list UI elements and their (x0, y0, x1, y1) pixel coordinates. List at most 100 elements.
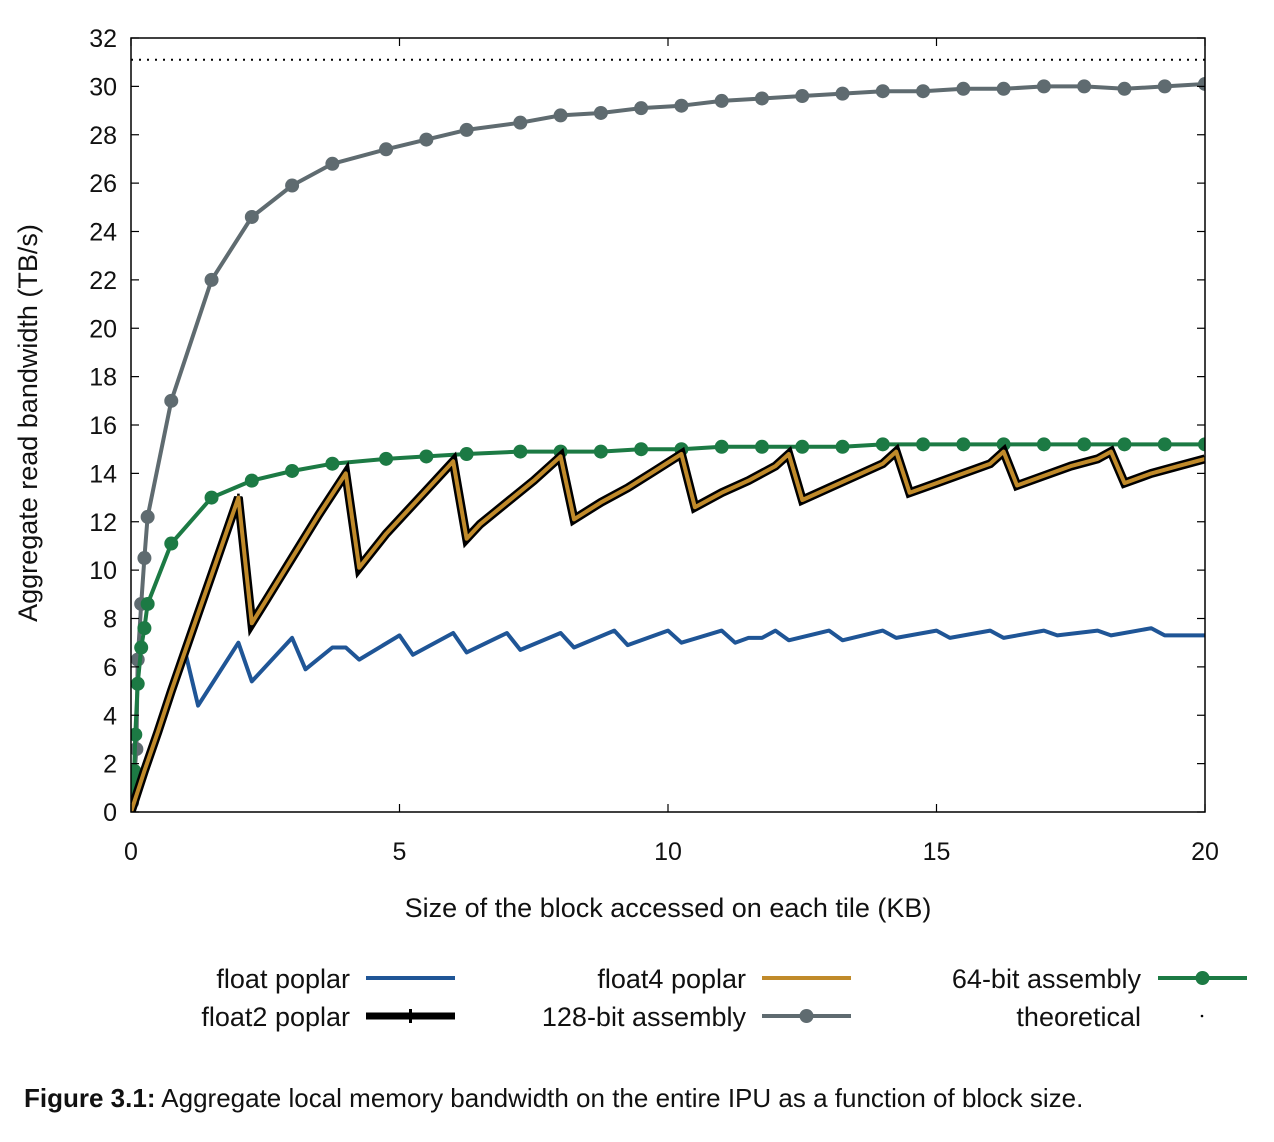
series-float-poplar (131, 626, 1205, 812)
data-point (379, 451, 394, 466)
legend-label: 64-bit assembly (952, 964, 1142, 994)
data-point (996, 437, 1011, 452)
data-point (137, 621, 152, 636)
legend-label: theoretical (1016, 1002, 1141, 1032)
legend-label: float poplar (216, 964, 350, 994)
data-point (325, 156, 340, 171)
y-tick-label: 28 (89, 122, 117, 150)
data-point (835, 439, 850, 454)
data-point (795, 439, 810, 454)
data-point (419, 449, 434, 464)
y-tick-label: 8 (103, 606, 117, 634)
series-line-64-bit-assembly (131, 442, 1205, 812)
x-axis-label: Size of the block accessed on each tile … (405, 893, 932, 923)
data-point (244, 473, 259, 488)
y-tick-label: 30 (89, 73, 117, 101)
series-128-bit-assembly (131, 76, 1205, 812)
data-point (754, 439, 769, 454)
x-tick-label: 15 (923, 838, 951, 866)
series-float4-poplar (131, 449, 1205, 812)
legend-swatch (1200, 1014, 1204, 1018)
data-point (379, 142, 394, 157)
data-point (419, 132, 434, 147)
data-point (875, 84, 890, 99)
legend-marker (1195, 971, 1210, 985)
x-tick-label: 10 (654, 838, 682, 866)
legend-marker (404, 1009, 417, 1023)
y-tick-label: 6 (103, 654, 117, 682)
y-tick-label: 0 (103, 799, 117, 827)
y-tick-label: 24 (89, 219, 117, 247)
data-point (714, 93, 729, 108)
y-tick-label: 2 (103, 751, 117, 779)
y-tick-label: 22 (89, 267, 117, 295)
series-line-float4-poplar (131, 449, 1205, 812)
data-point (131, 676, 145, 691)
data-point (140, 509, 155, 524)
data-point (513, 115, 528, 130)
series-line-float-poplar (131, 626, 1205, 812)
legend-entry-float-poplar: float poplar (216, 964, 455, 994)
caption-label: Figure 3.1: (24, 1083, 156, 1113)
y-tick-label: 18 (89, 364, 117, 392)
y-tick-label: 14 (89, 460, 117, 488)
y-tick-label: 10 (89, 557, 117, 585)
data-point (1036, 79, 1051, 94)
data-point (137, 551, 152, 566)
x-tick-label: 0 (124, 838, 138, 866)
data-point (459, 447, 474, 462)
data-point (553, 108, 568, 123)
data-point (1077, 79, 1092, 94)
data-point (1157, 437, 1172, 452)
data-point (593, 444, 608, 459)
data-point (134, 640, 149, 655)
plot-frame (130, 37, 1206, 813)
data-point (164, 536, 179, 551)
data-point (956, 81, 971, 96)
data-point (204, 272, 219, 287)
data-point (140, 596, 155, 611)
data-point (916, 437, 931, 452)
data-point (131, 727, 143, 742)
data-point (593, 105, 608, 120)
y-tick-label: 26 (89, 170, 117, 198)
data-point (244, 209, 259, 224)
legend: float poplar float2 poplar float4 poplar 12… (201, 964, 1247, 1032)
data-point (513, 444, 528, 459)
caption-text: Aggregate local memory bandwidth on the … (155, 1083, 1084, 1113)
legend-entry-float2-poplar: float2 poplar (201, 1002, 455, 1032)
y-tick-label: 16 (89, 412, 117, 440)
data-point (754, 91, 769, 106)
y-axis-label: Aggregate read bandwidth (TB/s) (13, 224, 43, 622)
data-point (996, 81, 1011, 96)
legend-label: float4 poplar (597, 964, 746, 994)
data-point (285, 463, 300, 478)
data-point (1036, 437, 1051, 452)
y-tick-label: 20 (89, 315, 117, 343)
figure-caption: Figure 3.1: Aggregate local memory bandw… (24, 1083, 1264, 1114)
data-point (325, 456, 340, 471)
series-64-bit-assembly (131, 437, 1205, 812)
y-tick-label: 32 (89, 25, 117, 53)
legend-marker (799, 1009, 814, 1023)
data-point (204, 490, 219, 505)
data-point (916, 84, 931, 99)
data-point (714, 439, 729, 454)
legend-entry-128-bit-assembly: 128-bit assembly (542, 1002, 851, 1032)
data-point (956, 437, 971, 452)
y-tick-label: 4 (103, 702, 117, 730)
data-point (1157, 79, 1172, 94)
data-point (674, 98, 689, 113)
x-tick-label: 5 (393, 838, 407, 866)
series-layer (131, 58, 1205, 812)
data-point (285, 178, 300, 193)
data-point (875, 437, 890, 452)
legend-entry-theoretical: theoretical (1016, 1002, 1204, 1032)
legend-entry-float4-poplar: float4 poplar (597, 964, 851, 994)
x-tick-label: 20 (1191, 838, 1219, 866)
legend-entry-64-bit-assembly: 64-bit assembly (952, 964, 1247, 994)
data-point (795, 89, 810, 104)
data-point (164, 393, 179, 408)
